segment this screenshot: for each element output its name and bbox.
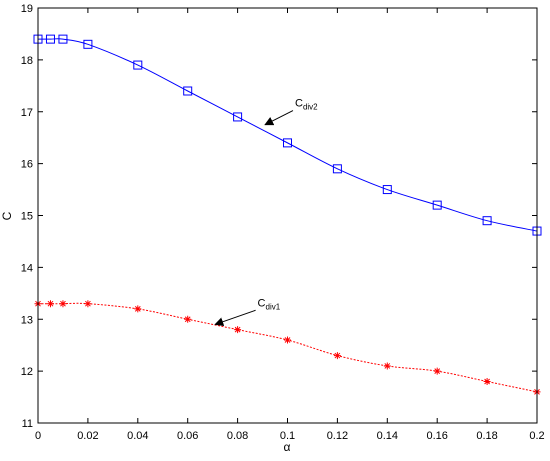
y-tick-label: 13: [21, 314, 33, 326]
data-point: [234, 326, 242, 334]
x-tick-label: 0.06: [177, 430, 198, 442]
x-tick-label: 0.1: [280, 430, 295, 442]
series-1: [33, 34, 542, 236]
y-tick-label: 17: [21, 107, 33, 119]
data-point: [283, 138, 292, 148]
series-2: [34, 300, 541, 396]
annotation-label: Cdiv1: [258, 297, 281, 311]
x-tick-label: 0.16: [426, 430, 447, 442]
annotation-label: Cdiv2: [295, 98, 318, 112]
tick-layer: 0 0.02 0.04 0.06 0.08 0.1 0.12 0.14 0.16 0.18 0.2 1…: [21, 3, 545, 442]
x-tick-label: 0.2: [529, 430, 544, 442]
annotation-2: Cdiv1: [214, 297, 281, 327]
data-point: [382, 185, 392, 195]
data-point: [433, 367, 441, 375]
annotation-arrow: [214, 309, 256, 327]
annotation-arrow: [264, 110, 294, 126]
y-tick-label: 18: [21, 55, 33, 67]
data-point: [133, 60, 143, 70]
y-tick-label: 19: [21, 3, 33, 15]
y-tick-label: 12: [21, 366, 33, 378]
x-tick-label: 0.18: [476, 430, 497, 442]
series-line: [38, 38, 538, 232]
series-layer: [33, 34, 542, 396]
data-point: [58, 34, 68, 44]
annotation-layer: Cdiv2 Cdiv1: [214, 98, 318, 327]
y-tick-label: 15: [21, 211, 33, 223]
data-point: [184, 315, 192, 323]
data-point: [84, 300, 92, 308]
data-point: [46, 300, 54, 308]
x-tick-label: 0.02: [77, 430, 98, 442]
data-point: [45, 34, 55, 44]
data-point: [333, 352, 341, 360]
data-point: [134, 305, 142, 313]
data-point: [183, 86, 193, 96]
y-tick-label: 14: [21, 262, 33, 274]
y-axis-label: C: [0, 211, 14, 220]
annotation-1: Cdiv2: [264, 98, 318, 126]
x-tick-label: 0.12: [327, 430, 348, 442]
data-point: [233, 112, 243, 122]
x-tick-label: 0: [35, 430, 41, 442]
data-point: [59, 300, 67, 308]
y-tick-label: 11: [22, 418, 33, 430]
y-tick-label: 16: [21, 159, 33, 171]
x-axis-label: α: [284, 440, 291, 454]
plot-background: [38, 8, 537, 423]
data-point: [83, 39, 93, 49]
data-point: [383, 362, 391, 370]
x-tick-label: 0.08: [227, 430, 248, 442]
x-tick-label: 0.14: [377, 430, 398, 442]
data-point: [332, 164, 342, 174]
data-point: [432, 200, 442, 210]
data-point: [483, 378, 491, 385]
data-point: [284, 336, 291, 344]
data-point: [482, 216, 492, 226]
x-tick-label: 0.04: [127, 430, 148, 442]
